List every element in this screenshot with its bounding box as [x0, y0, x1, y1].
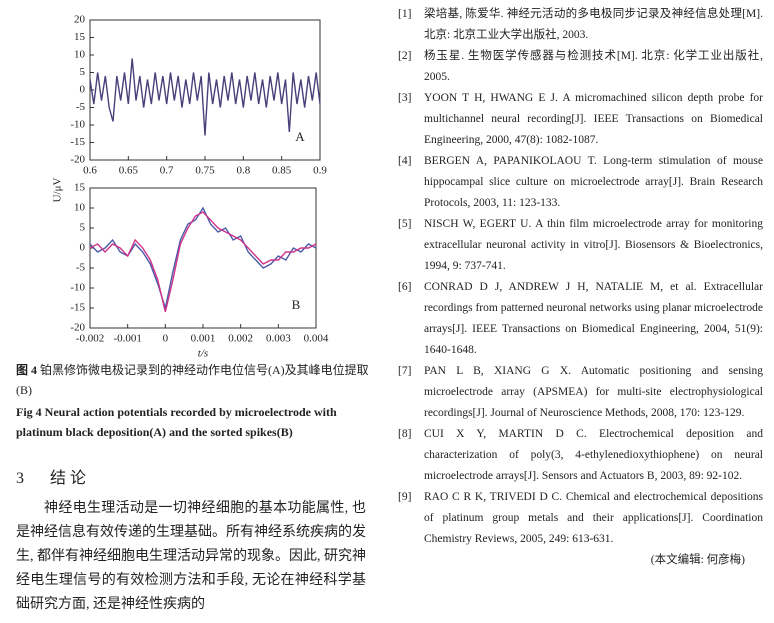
x-tick-label: 0.003 — [266, 333, 291, 345]
reference: [1] 梁培基, 陈爱华. 神经元活动的多电极同步记录及神经信息处理[M]. 北京… — [398, 4, 763, 46]
plot-frame — [89, 19, 321, 161]
reference: [3] YOON T H, HWANG E J. A micromachined … — [398, 88, 763, 151]
y-tick-label: -15 — [70, 302, 85, 314]
x-tick-label: 0.8 — [236, 165, 250, 177]
y-tick-label: -15 — [70, 136, 85, 148]
caption-text: Neural action potentials recorded by mic… — [16, 405, 337, 439]
caption-zh: 图 4 铂黑修饰微电极记录到的神经动作电位信号(A)及其峰电位提取(B) — [16, 360, 376, 400]
reference-text: PAN L B, XIANG G X. Automatic positionin… — [424, 365, 763, 419]
series-line — [89, 206, 317, 311]
reference-text: YOON T H, HWANG E J. A micromachined sil… — [424, 92, 763, 146]
series-line — [89, 211, 317, 313]
y-tick-label: -20 — [70, 154, 85, 166]
caption-label: Fig 4 — [16, 405, 42, 419]
section-heading: 3 结 论 — [16, 464, 112, 488]
reference: [4] BERGEN A, PAPANIKOLAOU T. Long-term s… — [398, 151, 763, 214]
editor-note: (本文编辑: 何彦梅) — [650, 554, 745, 566]
reference-number: [7] — [398, 365, 412, 377]
y-axis-label: U/μV — [52, 178, 64, 203]
reference: [5] NISCH W, EGERT U. A thin film microel… — [398, 214, 763, 277]
x-tick-label: 0.65 — [119, 165, 139, 177]
y-tick-label: 15 — [74, 31, 86, 43]
reference-number: [2] — [398, 50, 412, 62]
caption-text: 铂黑修饰微电极记录到的神经动作电位信号(A)及其峰电位提取(B) — [16, 363, 369, 397]
reference-text: BERGEN A, PAPANIKOLAOU T. Long-term stim… — [424, 155, 763, 209]
caption-label: 图 4 — [16, 363, 38, 377]
reference-text: RAO C R K, TRIVEDI D C. Chemical and ele… — [424, 491, 763, 545]
references: [1] 梁培基, 陈爱华. 神经元活动的多电极同步记录及神经信息处理[M]. 北京… — [398, 4, 763, 571]
y-tick-label: 15 — [74, 182, 86, 194]
y-tick-label: 10 — [74, 202, 86, 214]
panel-label: B — [292, 297, 301, 312]
x-axis-label: t/s — [198, 348, 208, 360]
reference: [6] CONRAD D J, ANDREW J H, NATALIE M, et… — [398, 277, 763, 361]
reference-number: [4] — [398, 155, 412, 167]
y-tick-label: -10 — [70, 119, 85, 131]
reference-number: [1] — [398, 8, 412, 20]
reference: [8] CUI X Y, MARTIN D C. Electrochemical … — [398, 424, 763, 487]
x-tick-label: -0.002 — [76, 333, 104, 345]
x-tick-label: 0.75 — [195, 165, 215, 177]
x-tick-label: 0.85 — [272, 165, 292, 177]
x-tick-label: 0.9 — [313, 165, 327, 177]
x-tick-label: 0.004 — [304, 333, 329, 345]
y-tick-label: 10 — [74, 49, 86, 61]
reference-number: [6] — [398, 281, 412, 293]
reference-text: 杨玉星. 生物医学传感器与检测技术[M]. 北京: 化学工业出版社, 2005. — [424, 50, 763, 83]
y-tick-label: -20 — [70, 322, 85, 334]
reference-number: [9] — [398, 491, 412, 503]
x-tick-label: -0.001 — [113, 333, 141, 345]
y-tick-label: 0 — [80, 242, 86, 254]
y-tick-label: -10 — [70, 282, 85, 294]
x-tick-label: 0 — [163, 333, 169, 345]
reference: [2] 杨玉星. 生物医学传感器与检测技术[M]. 北京: 化学工业出版社, 20… — [398, 46, 763, 88]
x-tick-label: 0.002 — [228, 333, 253, 345]
caption-en: Fig 4 Neural action potentials recorded … — [16, 402, 376, 442]
reference-number: [5] — [398, 218, 412, 230]
y-tick-label: 20 — [74, 14, 86, 26]
reference-text: CONRAD D J, ANDREW J H, NATALIE M, et al… — [424, 281, 763, 356]
series-line — [89, 58, 321, 136]
reference-text: NISCH W, EGERT U. A thin film microelect… — [424, 218, 763, 272]
reference: [9] RAO C R K, TRIVEDI D C. Chemical and … — [398, 487, 763, 550]
figure: -20 -15 -10 -5 0 5 10 15 20 0.6 0.65 0.7 0.75 0.8 0.85… — [52, 14, 329, 360]
y-tick-label: 5 — [80, 66, 86, 78]
y-tick-label: 0 — [80, 84, 86, 96]
panel-label: A — [295, 129, 305, 144]
x-tick-label: 0.6 — [83, 165, 97, 177]
reference-number: [8] — [398, 428, 412, 440]
y-tick-label: 5 — [80, 222, 86, 234]
section-title: 结 论 — [50, 470, 87, 487]
reference-text: 梁培基, 陈爱华. 神经元活动的多电极同步记录及神经信息处理[M]. 北京: 北… — [424, 8, 763, 41]
y-tick-label: -5 — [76, 262, 86, 274]
section-number: 3 — [16, 470, 24, 487]
reference-number: [3] — [398, 92, 412, 104]
reference: [7] PAN L B, XIANG G X. Automatic positio… — [398, 361, 763, 424]
y-tick-label: -5 — [76, 101, 86, 113]
x-tick-label: 0.001 — [191, 333, 216, 345]
reference-text: CUI X Y, MARTIN D C. Electrochemical dep… — [424, 428, 763, 482]
x-tick-label: 0.7 — [160, 165, 174, 177]
paragraph: 神经电生理活动是一切神经细胞的基本功能属性, 也是神经信息有效传递的生理基础。所… — [16, 501, 366, 612]
